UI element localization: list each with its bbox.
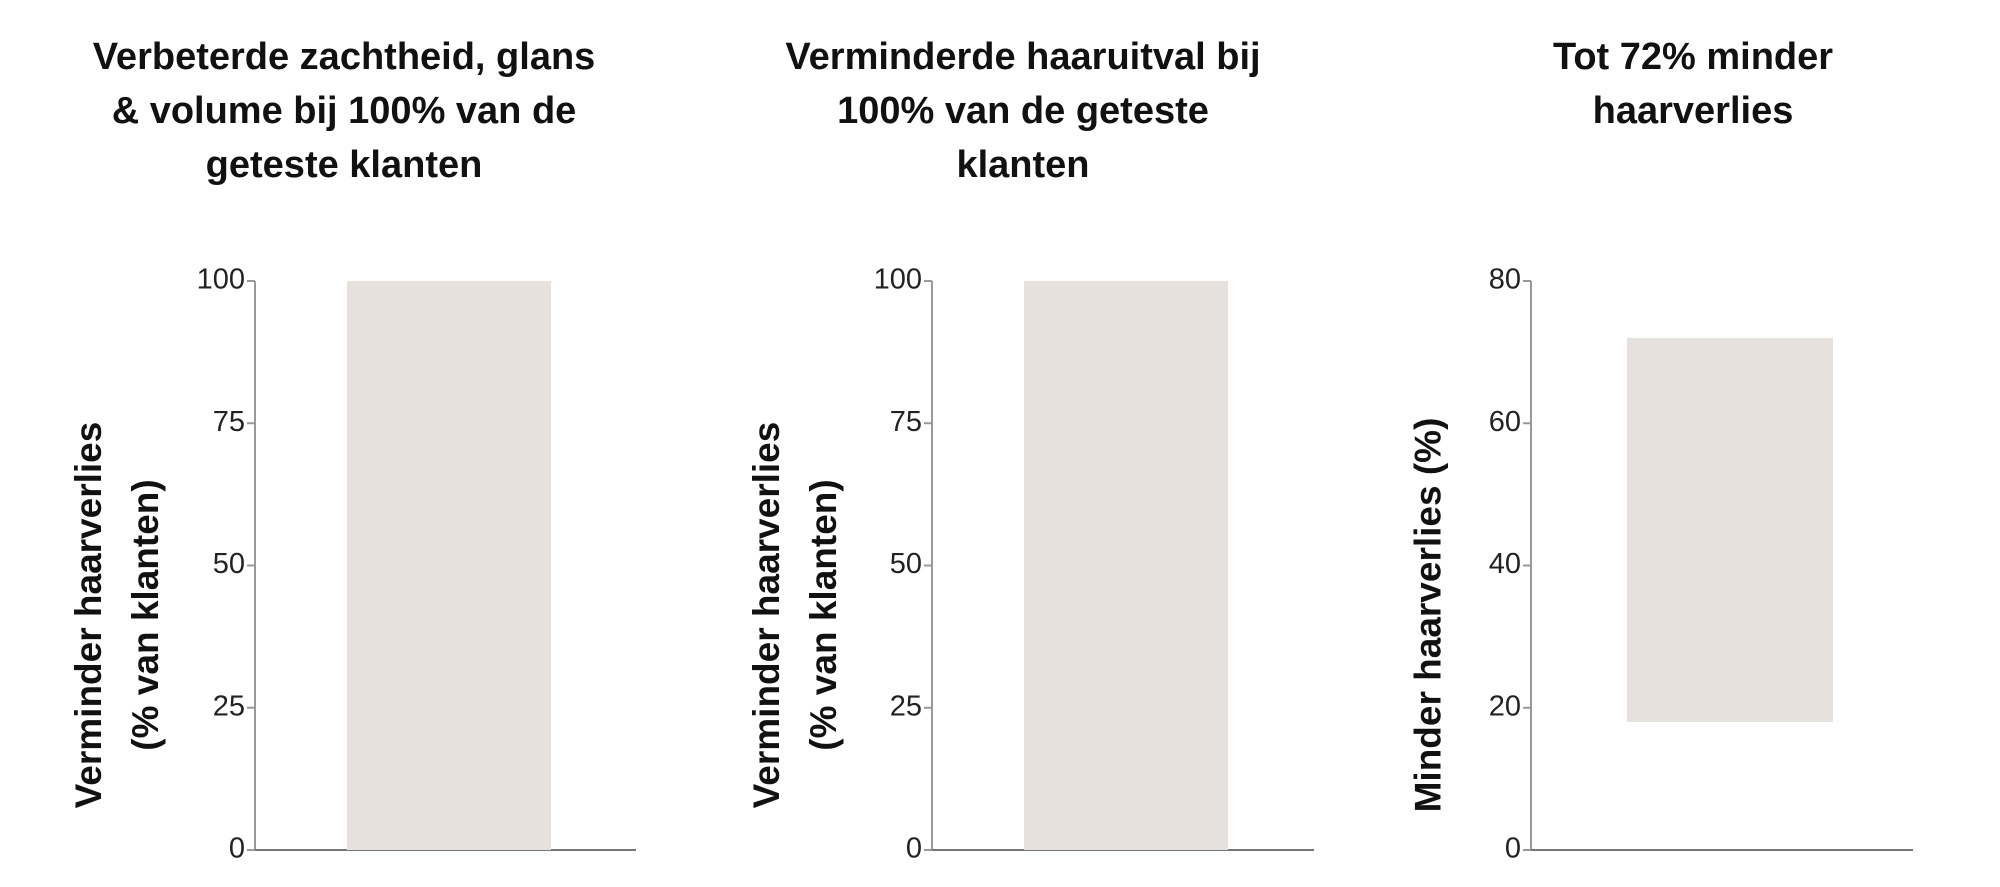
bar bbox=[1627, 337, 1833, 722]
text-line: Tot 72% minder bbox=[1552, 36, 1834, 78]
y-tick-label: 40 bbox=[1489, 548, 1521, 580]
y-tick-label: 0 bbox=[906, 833, 922, 865]
y-tick-label: 75 bbox=[213, 406, 245, 438]
text-line: haarverlies bbox=[1592, 90, 1794, 132]
y-axis-label: Verminder haarverlies (% van klanten) bbox=[738, 422, 852, 809]
text-line: (% van klanten) bbox=[125, 479, 166, 751]
bar bbox=[1024, 281, 1228, 850]
y-tick-label: 75 bbox=[890, 406, 922, 438]
text-line: Minder haarverlies (%) bbox=[1407, 417, 1449, 813]
y-tick-label: 80 bbox=[1489, 264, 1521, 296]
text-line: 100% van de geteste bbox=[837, 90, 1209, 132]
y-tick-label: 0 bbox=[229, 833, 245, 865]
y-tick-label: 20 bbox=[1489, 690, 1521, 722]
y-tick-label: 50 bbox=[213, 548, 245, 580]
y-tick-label: 0 bbox=[1505, 833, 1521, 865]
text-line: geteste klanten bbox=[205, 144, 483, 186]
text-line: (% van klanten) bbox=[803, 479, 844, 751]
y-axis-label: Verminder haarverlies (% van klanten) bbox=[60, 422, 174, 809]
y-axis-label: Minder haarverlies (%) bbox=[1400, 418, 1457, 813]
y-tick-label: 100 bbox=[874, 264, 922, 296]
y-tick-label: 25 bbox=[213, 690, 245, 722]
y-tick-label: 25 bbox=[890, 690, 922, 722]
chart-title: Verminderde haaruitval bij 100% van de ge… bbox=[703, 30, 1343, 192]
text-line: klanten bbox=[956, 144, 1090, 186]
chart-title: Tot 72% minder haarverlies bbox=[1373, 30, 2000, 138]
chart-title: Verbeterde zachtheid, glans & volume bij … bbox=[24, 30, 664, 192]
y-tick-label: 100 bbox=[197, 264, 245, 296]
text-line: Verminderde haaruitval bij bbox=[785, 36, 1261, 78]
y-tick-label: 50 bbox=[890, 548, 922, 580]
text-line: & volume bij 100% van de bbox=[111, 90, 577, 132]
bar bbox=[347, 281, 551, 850]
y-tick-label: 60 bbox=[1489, 406, 1521, 438]
text-line: Verminder haarverlies bbox=[68, 421, 109, 809]
text-line: Verbeterde zachtheid, glans bbox=[92, 36, 596, 78]
text-line: Verminder haarverlies bbox=[746, 421, 787, 809]
